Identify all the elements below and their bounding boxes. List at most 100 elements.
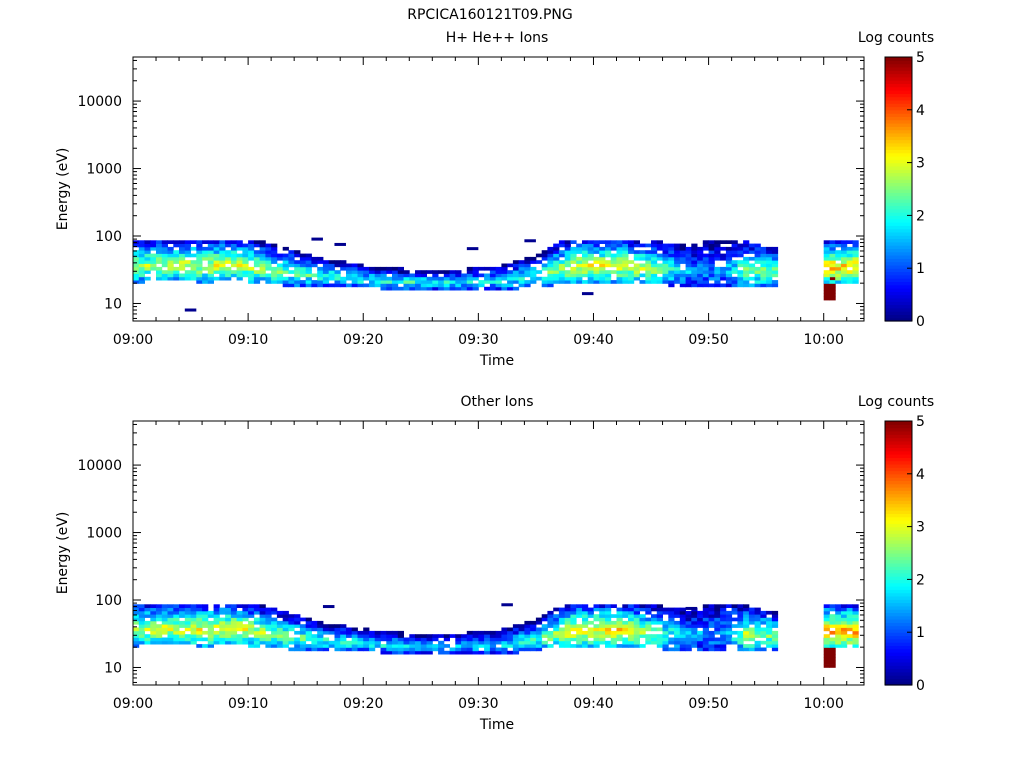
heatmap-cell [610, 614, 617, 618]
heatmap-cell [150, 630, 157, 635]
heatmap-cell [161, 243, 168, 248]
heatmap-cell [374, 283, 381, 288]
heatmap-cell [754, 246, 761, 251]
heatmap-cell [397, 266, 404, 271]
heatmap-cell [219, 246, 226, 251]
heatmap-cell [708, 270, 715, 274]
heatmap-cell [271, 634, 278, 638]
heatmap-cell [656, 610, 663, 615]
heatmap-cell [645, 270, 652, 274]
heatmap-cell [714, 630, 721, 635]
heatmap-cell [179, 634, 186, 638]
heatmap-cell [841, 604, 848, 608]
heatmap-cell [829, 617, 836, 622]
heatmap-cell [846, 637, 853, 642]
heatmap-cell [582, 270, 589, 274]
heatmap-cell [161, 263, 168, 268]
heatmap-cell [547, 270, 554, 274]
heatmap-cell [743, 260, 750, 264]
heatmap-cell [311, 637, 318, 642]
heatmap-cell [593, 250, 600, 254]
heatmap-cell [265, 243, 272, 248]
heatmap-cell [351, 647, 358, 652]
heatmap-cell [846, 273, 853, 278]
heatmap-cell [236, 243, 243, 248]
heatmap-cell [236, 256, 243, 261]
heatmap-cell [225, 250, 232, 254]
colorbar-segment [885, 661, 912, 666]
heatmap-cell [374, 266, 381, 271]
heatmap-cell [495, 286, 502, 291]
heatmap-cell [725, 263, 733, 268]
heatmap-cell [363, 637, 370, 642]
heatmap-cell [161, 640, 168, 645]
colorbar-segment [885, 169, 912, 174]
heatmap-cell [576, 260, 583, 264]
heatmap-cell [656, 614, 663, 618]
heatmap-cell [449, 650, 456, 655]
heatmap-cell [184, 270, 191, 274]
heatmap-cell [725, 283, 733, 288]
heatmap-cell [190, 640, 197, 645]
heatmap-cell [679, 273, 686, 278]
heatmap-cell [599, 280, 606, 284]
colorbar-segment [885, 288, 912, 292]
colorbar-segment [885, 513, 912, 518]
heatmap-cell [645, 250, 652, 254]
heatmap-cell [369, 634, 376, 638]
heatmap-cell [668, 610, 675, 615]
heatmap-cell [610, 246, 617, 251]
colorbar-tick-label: 2 [916, 572, 925, 588]
heatmap-cell [725, 280, 733, 284]
heatmap-cell [535, 260, 543, 264]
heatmap-cell [242, 634, 249, 638]
heatmap-cell [622, 240, 629, 244]
heatmap-cell [415, 647, 422, 652]
colorbar-segment [885, 447, 912, 452]
heatmap-cell [714, 240, 721, 244]
heatmap-cell [253, 273, 261, 278]
heatmap-cell [242, 243, 249, 248]
y-tick-label: 10000 [77, 94, 122, 110]
heatmap-cell [622, 640, 629, 645]
heatmap-cell [426, 276, 433, 281]
heatmap-cell [346, 630, 353, 635]
heatmap-cell [835, 617, 842, 622]
isolated-point [524, 239, 536, 243]
heatmap-cell [766, 246, 773, 251]
heatmap-cell [213, 240, 220, 244]
heatmap-cell [242, 604, 249, 608]
heatmap-cell [685, 634, 692, 638]
heatmap-cell [276, 620, 284, 625]
heatmap-cell [317, 640, 324, 645]
heatmap-cell [714, 276, 721, 281]
heatmap-cell [564, 604, 571, 608]
heatmap-cell [662, 624, 669, 628]
heatmap-cell [133, 644, 140, 648]
heatmap-cell [507, 644, 514, 648]
heatmap-cell [253, 617, 261, 622]
heatmap-cell [207, 644, 214, 648]
heatmap-cell [582, 637, 589, 642]
heatmap-cell [702, 273, 709, 278]
heatmap-cell [403, 280, 410, 284]
heatmap-cell [622, 243, 629, 248]
heatmap-cell [386, 644, 393, 648]
heatmap-cell [651, 266, 658, 271]
heatmap-cell [259, 276, 266, 281]
heatmap-cell [743, 637, 750, 642]
colorbar-segment [885, 496, 912, 501]
colorbar-segment [885, 569, 912, 574]
heatmap-cell [582, 256, 589, 261]
heatmap-cell [484, 644, 491, 648]
heatmap-cell [599, 240, 606, 244]
colorbar-segment [885, 172, 912, 177]
heatmap-cell [167, 624, 174, 628]
heatmap-cell [714, 637, 721, 642]
heatmap-cell [558, 243, 566, 248]
heatmap-cell [138, 617, 145, 622]
heatmap-cell [702, 253, 709, 258]
heatmap-cell [593, 624, 600, 628]
heatmap-cell [748, 607, 756, 612]
heatmap-cell [829, 270, 836, 274]
